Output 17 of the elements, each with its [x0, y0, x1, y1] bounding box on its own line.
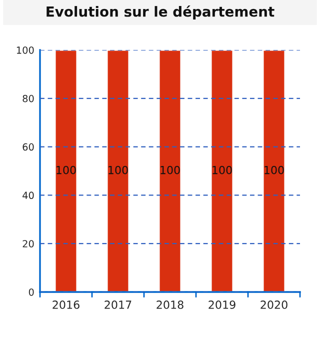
- x-tick-label: 2017: [104, 300, 132, 309]
- y-tick-label: 100: [16, 46, 34, 54]
- y-tick-label: 60: [22, 143, 34, 151]
- x-tick-label: 2020: [260, 300, 288, 309]
- x-tick-label: 2016: [52, 300, 80, 309]
- chart-title: Evolution sur le département: [46, 6, 274, 20]
- data-label: 100: [108, 166, 128, 174]
- y-tick-label: 20: [22, 240, 34, 248]
- data-label: 100: [160, 166, 180, 174]
- y-tick-label: 0: [28, 288, 34, 296]
- x-tick-label: 2019: [208, 300, 236, 309]
- y-tick-label: 80: [22, 94, 34, 102]
- data-label: 100: [212, 166, 232, 174]
- y-tick-label: 40: [22, 192, 34, 200]
- x-tick-label: 2018: [156, 300, 184, 309]
- data-label: 100: [56, 166, 76, 174]
- data-label: 100: [264, 166, 284, 174]
